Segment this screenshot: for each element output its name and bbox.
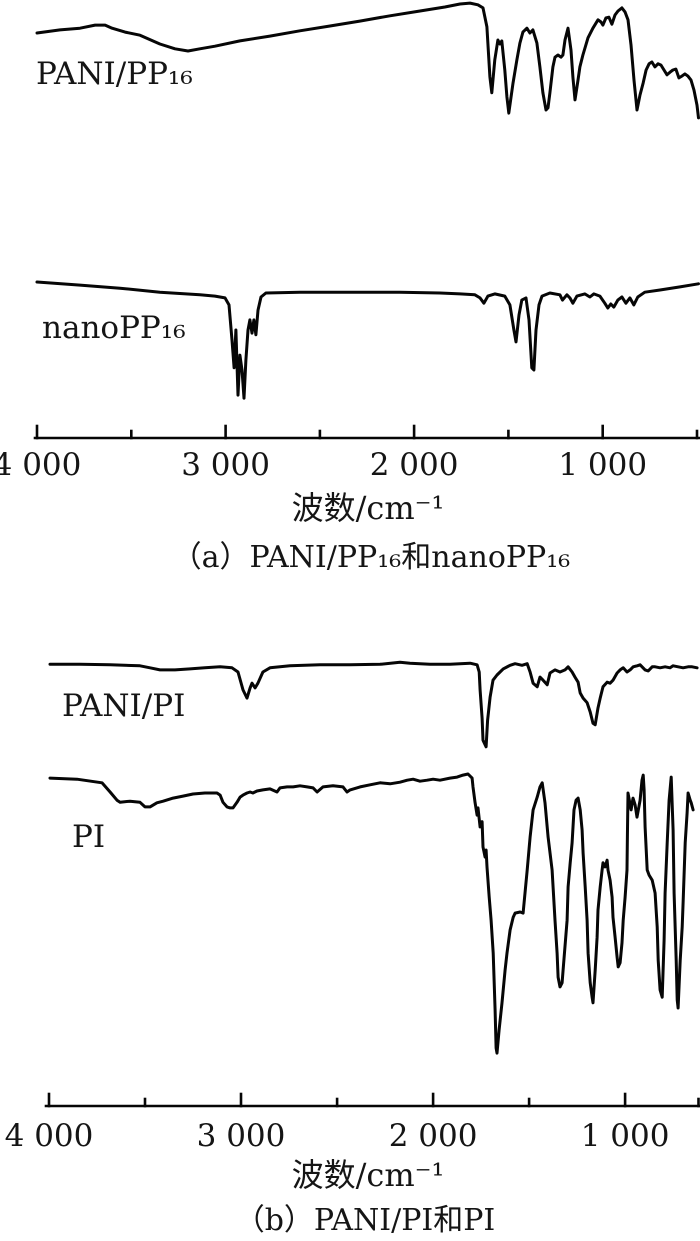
series-label-pani-pi: PANI/PI: [62, 688, 185, 724]
x-tick-label: 2 000: [370, 447, 459, 483]
x-axis-a: 4 000 3 000 2 000 1 000: [0, 424, 700, 483]
x-tick-label: 1 000: [581, 1118, 670, 1154]
chart-a: 4 000 3 000 2 000 1 000 PANI/PP₁₆ nanoPP₁₆ …: [0, 1, 700, 575]
curve-nanopp16: [35, 280, 700, 400]
x-tick-label: 4 000: [5, 1118, 94, 1154]
chart-b: 4 000 3 000 2 000 1 000 PANI/PI PI 波数/cm⁻¹ …: [5, 660, 700, 1238]
x-tick-label: 1 000: [558, 447, 647, 483]
x-tick-label: 2 000: [389, 1118, 478, 1154]
curve-pi: [48, 772, 695, 1055]
series-label-pi: PI: [72, 819, 105, 855]
x-axis-title-b: 波数/cm⁻¹: [292, 1156, 445, 1194]
caption-b: （b）PANI/PI和PI: [235, 1203, 496, 1238]
x-axis-title-a: 波数/cm⁻¹: [292, 489, 445, 527]
x-axis-b: 4 000 3 000 2 000 1 000: [5, 1092, 700, 1154]
x-tick-label: 4 000: [0, 447, 81, 483]
series-label-nanopp16: nanoPP₁₆: [42, 310, 186, 346]
x-tick-label: 3 000: [181, 447, 270, 483]
curve-pani-pi: [48, 660, 699, 749]
x-tick-label: 3 000: [197, 1118, 286, 1154]
series-label-pani-pp16: PANI/PP₁₆: [36, 56, 193, 92]
curve-pani-pp16: [35, 1, 700, 120]
caption-a: （a）PANI/PP₁₆和nanoPP₁₆: [172, 540, 571, 575]
